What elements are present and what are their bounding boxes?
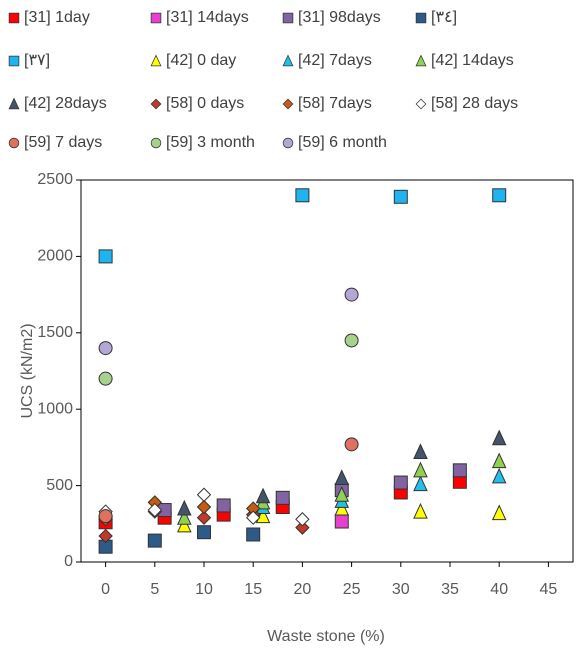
point bbox=[246, 527, 261, 542]
legend-label: [42] 7days bbox=[298, 52, 372, 69]
y-tick-label: 0 bbox=[64, 553, 73, 570]
y-tick-label: 2500 bbox=[37, 171, 73, 188]
x-tick-label: 15 bbox=[244, 581, 262, 598]
y-tick-label: 2000 bbox=[37, 248, 73, 265]
legend-label: [42] 0 day bbox=[166, 52, 236, 69]
point bbox=[413, 461, 428, 478]
point bbox=[295, 520, 310, 535]
x-tick-label: 45 bbox=[540, 581, 558, 598]
x-axis-label: Waste stone (%) bbox=[267, 628, 385, 645]
legend-marker bbox=[8, 97, 20, 110]
point bbox=[255, 507, 271, 524]
point bbox=[344, 287, 359, 302]
point bbox=[491, 429, 507, 446]
y-axis-label: UCS (kN/m2) bbox=[19, 323, 36, 418]
legend-label: [58] 7days bbox=[298, 95, 372, 112]
point bbox=[334, 514, 349, 529]
x-tick-label: 25 bbox=[343, 581, 361, 598]
point bbox=[491, 504, 507, 521]
x-tick-label: 10 bbox=[195, 581, 213, 598]
legend-marker bbox=[282, 98, 294, 110]
legend-label: [58] 28 days bbox=[431, 95, 518, 112]
point bbox=[275, 490, 290, 505]
point bbox=[98, 509, 113, 524]
x-tick-label: 30 bbox=[392, 581, 410, 598]
y-tick-label: 500 bbox=[46, 477, 73, 494]
point bbox=[197, 525, 211, 540]
y-tick-label: 1500 bbox=[37, 324, 73, 341]
legend-marker bbox=[282, 12, 294, 24]
legend-marker bbox=[282, 137, 294, 149]
x-tick-label: 0 bbox=[101, 581, 110, 598]
point bbox=[177, 516, 192, 533]
point bbox=[98, 371, 113, 386]
legend-label: [31] 98days bbox=[298, 9, 381, 26]
point bbox=[196, 499, 212, 515]
point bbox=[491, 452, 507, 469]
legend-marker bbox=[8, 12, 20, 24]
y-tick-label: 1000 bbox=[37, 400, 73, 417]
point bbox=[147, 533, 162, 548]
point bbox=[177, 499, 192, 516]
legend-label: [59] 3 month bbox=[166, 134, 255, 151]
point bbox=[413, 502, 428, 519]
point bbox=[393, 475, 408, 490]
legend-marker bbox=[150, 137, 162, 149]
point bbox=[196, 510, 212, 525]
x-tick-label: 5 bbox=[150, 581, 159, 598]
legend-marker bbox=[8, 137, 20, 149]
legend-label: [59] 6 month bbox=[298, 134, 387, 151]
point bbox=[344, 437, 359, 452]
legend-label: [58] 0 days bbox=[166, 95, 244, 112]
point bbox=[492, 188, 507, 203]
point bbox=[245, 510, 261, 525]
point bbox=[295, 188, 310, 203]
legend-label: [42] 28days bbox=[24, 95, 107, 112]
point bbox=[452, 463, 467, 478]
point bbox=[98, 249, 113, 264]
legend-marker bbox=[8, 55, 20, 67]
point bbox=[413, 443, 428, 459]
legend-label: [٣٧] bbox=[24, 52, 50, 69]
legend-label: [42] 14days bbox=[431, 52, 514, 69]
point bbox=[334, 486, 350, 502]
point bbox=[98, 528, 113, 544]
point bbox=[344, 333, 359, 348]
point bbox=[147, 502, 163, 518]
legend-label: [٣٤] bbox=[431, 9, 457, 26]
legend-marker bbox=[150, 12, 162, 24]
point bbox=[255, 487, 271, 504]
legend-label: [31] 1day bbox=[24, 9, 90, 26]
point bbox=[334, 499, 350, 516]
legend-label: [59] 7 days bbox=[24, 134, 102, 151]
legend-marker bbox=[282, 54, 294, 67]
point bbox=[393, 189, 408, 204]
legend-marker bbox=[415, 54, 427, 67]
point bbox=[413, 475, 428, 492]
point bbox=[177, 509, 192, 525]
legend-marker bbox=[415, 12, 427, 24]
legend-marker bbox=[150, 98, 162, 110]
x-tick-label: 40 bbox=[490, 581, 508, 598]
point bbox=[334, 469, 350, 485]
legend-marker bbox=[150, 54, 162, 67]
x-tick-label: 20 bbox=[294, 581, 312, 598]
point bbox=[196, 487, 212, 502]
x-tick-label: 35 bbox=[441, 581, 459, 598]
point bbox=[216, 498, 231, 513]
legend-label: [31] 14days bbox=[166, 9, 249, 26]
point bbox=[295, 512, 310, 527]
point bbox=[491, 467, 507, 484]
plot-frame bbox=[80, 179, 574, 563]
legend-marker bbox=[415, 98, 427, 110]
point bbox=[98, 341, 113, 356]
